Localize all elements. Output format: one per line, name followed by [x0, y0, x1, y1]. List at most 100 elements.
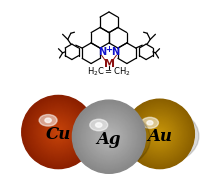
Circle shape [149, 123, 170, 144]
Circle shape [143, 117, 176, 150]
Circle shape [39, 113, 78, 151]
Circle shape [138, 112, 181, 156]
Circle shape [147, 121, 173, 147]
Ellipse shape [95, 123, 102, 127]
Circle shape [104, 131, 114, 142]
Text: +: + [106, 45, 112, 54]
Circle shape [85, 113, 133, 160]
Circle shape [50, 124, 66, 140]
Circle shape [144, 118, 175, 149]
Circle shape [154, 128, 166, 140]
Circle shape [145, 119, 174, 149]
Circle shape [130, 104, 189, 163]
Ellipse shape [90, 119, 108, 131]
Circle shape [156, 130, 163, 137]
Ellipse shape [39, 115, 57, 126]
Circle shape [51, 125, 66, 139]
Circle shape [136, 110, 183, 157]
Circle shape [141, 115, 179, 153]
Circle shape [101, 129, 117, 145]
Circle shape [141, 116, 178, 152]
Text: N: N [112, 47, 120, 57]
Circle shape [41, 115, 76, 149]
Circle shape [80, 107, 138, 166]
Circle shape [84, 112, 134, 161]
Circle shape [87, 115, 131, 159]
Circle shape [127, 101, 193, 167]
Circle shape [107, 135, 111, 139]
Circle shape [155, 130, 164, 138]
Ellipse shape [126, 108, 199, 164]
Circle shape [99, 127, 119, 147]
Circle shape [108, 136, 110, 138]
Circle shape [92, 120, 126, 153]
Circle shape [22, 95, 95, 169]
Text: H$_2$C$=$CH$_2$: H$_2$C$=$CH$_2$ [87, 66, 131, 78]
Circle shape [82, 110, 136, 163]
Circle shape [55, 128, 62, 136]
Circle shape [45, 118, 72, 146]
Text: Ag: Ag [97, 131, 121, 148]
Circle shape [157, 131, 162, 136]
Circle shape [94, 121, 124, 152]
Circle shape [56, 130, 60, 134]
Circle shape [81, 108, 137, 165]
Circle shape [43, 116, 74, 148]
Circle shape [96, 124, 122, 149]
Circle shape [72, 100, 146, 173]
Circle shape [140, 114, 180, 154]
Circle shape [82, 109, 136, 164]
Text: M: M [104, 59, 114, 69]
Circle shape [46, 120, 70, 144]
Circle shape [153, 127, 167, 141]
Circle shape [146, 120, 174, 148]
Circle shape [139, 113, 181, 155]
Circle shape [135, 110, 184, 158]
Ellipse shape [147, 121, 153, 125]
Circle shape [78, 106, 140, 168]
Circle shape [154, 129, 165, 139]
Circle shape [89, 117, 129, 157]
Circle shape [42, 115, 75, 149]
Circle shape [132, 106, 187, 162]
Circle shape [158, 132, 161, 136]
Circle shape [32, 105, 85, 159]
Circle shape [128, 103, 191, 165]
Circle shape [79, 107, 139, 167]
Circle shape [31, 105, 86, 160]
Circle shape [29, 103, 88, 161]
Circle shape [150, 124, 169, 143]
Circle shape [34, 107, 83, 157]
Circle shape [77, 105, 141, 169]
Circle shape [56, 129, 61, 135]
Circle shape [95, 123, 123, 150]
Circle shape [33, 106, 84, 158]
Circle shape [128, 102, 192, 166]
Circle shape [54, 127, 63, 137]
Circle shape [36, 110, 80, 154]
Circle shape [23, 96, 94, 168]
Circle shape [44, 117, 73, 147]
Circle shape [52, 126, 65, 138]
Text: Cu: Cu [46, 126, 71, 143]
Circle shape [104, 132, 114, 141]
Circle shape [35, 108, 82, 156]
Circle shape [24, 98, 92, 166]
Circle shape [75, 103, 143, 170]
Circle shape [103, 130, 115, 143]
Circle shape [86, 114, 132, 160]
Circle shape [126, 100, 194, 168]
Circle shape [73, 101, 145, 172]
Circle shape [49, 123, 68, 141]
Circle shape [91, 119, 127, 155]
Circle shape [36, 109, 81, 155]
Circle shape [48, 122, 68, 142]
Circle shape [98, 126, 120, 148]
Circle shape [76, 104, 142, 170]
Circle shape [94, 122, 124, 151]
Circle shape [133, 107, 187, 161]
Ellipse shape [73, 110, 150, 168]
Ellipse shape [23, 105, 100, 163]
Circle shape [83, 111, 135, 162]
Circle shape [106, 134, 112, 139]
